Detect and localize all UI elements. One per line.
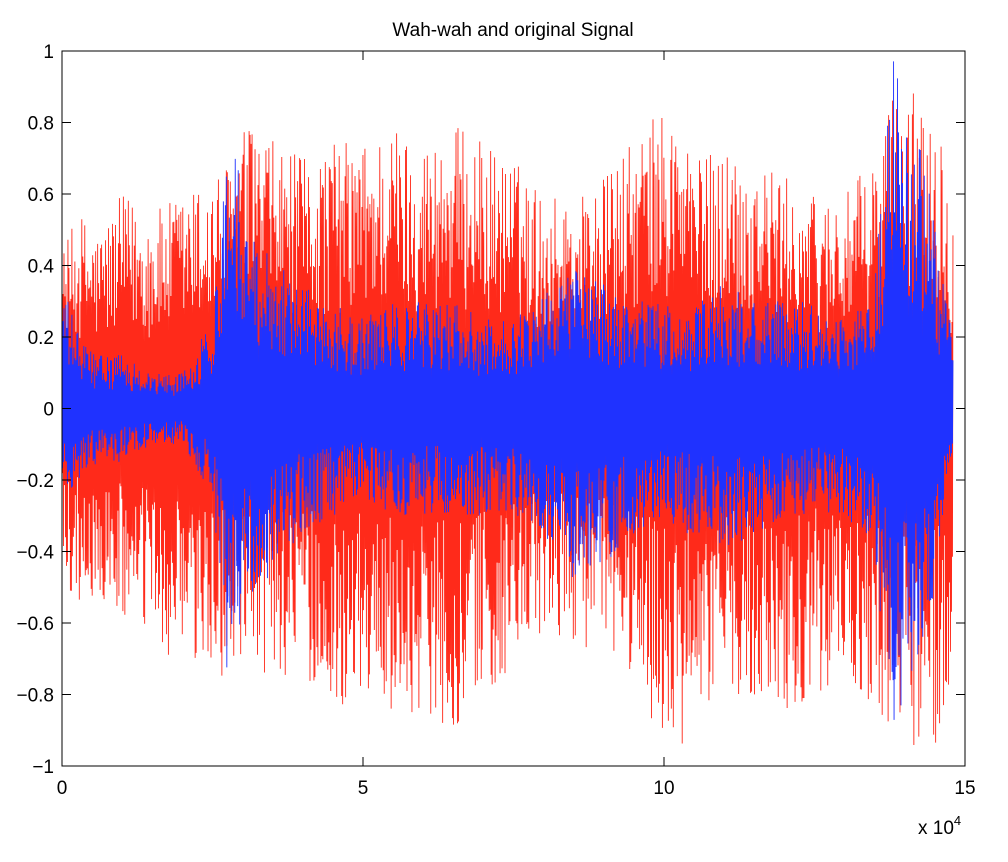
y-tick-label: −0.8: [16, 686, 54, 707]
series-line-blue: [62, 61, 954, 720]
y-tick-label: 0.4: [28, 257, 55, 278]
series-layer: [62, 61, 954, 746]
x-tick-label: 15: [954, 778, 975, 799]
chart-title: Wah-wah and original Signal: [392, 20, 633, 41]
y-tick-label: 0.6: [28, 185, 54, 206]
x-tick-label: 5: [358, 778, 369, 799]
x-multiplier-exponent: 4: [954, 813, 961, 828]
y-tick-label: 1: [43, 42, 54, 63]
y-tick-label: −0.4: [16, 543, 54, 564]
x-tick-label: 0: [57, 778, 68, 799]
y-tick-label: 0: [43, 400, 54, 421]
x-tick-label: 10: [653, 778, 674, 799]
y-tick-label: −1: [32, 757, 54, 778]
x-axis-multiplier: x 104: [918, 813, 961, 839]
x-multiplier-base: x 10: [918, 818, 954, 839]
y-tick-label: −0.2: [16, 471, 54, 492]
y-axis: 1 0.8 0.6 0.4 0.2 0 −0.2 −0.4 −0.6 −0.8 −1: [16, 42, 965, 778]
y-tick-label: 0.8: [28, 114, 54, 135]
series-line-red: [62, 93, 954, 746]
x-axis: 0 5 10 15: [57, 51, 976, 799]
y-tick-label: 0.2: [28, 328, 54, 349]
y-tick-label: −0.6: [16, 614, 54, 635]
